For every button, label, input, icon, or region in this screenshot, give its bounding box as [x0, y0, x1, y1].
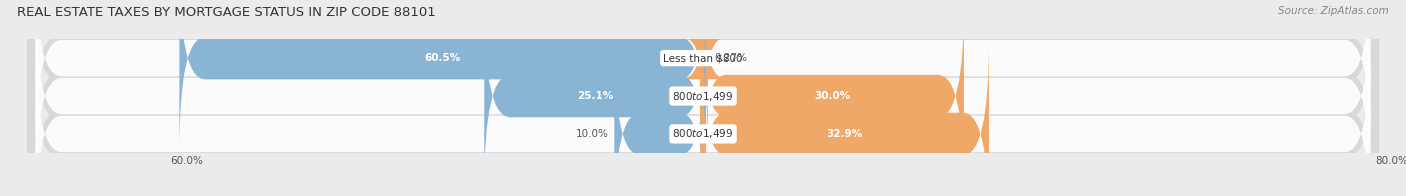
FancyBboxPatch shape: [180, 0, 706, 151]
FancyBboxPatch shape: [682, 0, 727, 151]
Text: $800 to $1,499: $800 to $1,499: [672, 90, 734, 103]
Text: 60.5%: 60.5%: [425, 53, 461, 63]
FancyBboxPatch shape: [614, 42, 706, 196]
Text: 10.0%: 10.0%: [575, 129, 609, 139]
Text: 0.27%: 0.27%: [714, 53, 747, 63]
Text: Less than $800: Less than $800: [664, 53, 742, 63]
Text: 30.0%: 30.0%: [814, 91, 851, 101]
FancyBboxPatch shape: [35, 0, 1371, 154]
FancyBboxPatch shape: [484, 4, 706, 189]
Text: $800 to $1,499: $800 to $1,499: [672, 127, 734, 140]
FancyBboxPatch shape: [35, 38, 1371, 196]
FancyBboxPatch shape: [27, 0, 1379, 196]
FancyBboxPatch shape: [700, 42, 988, 196]
FancyBboxPatch shape: [700, 4, 965, 189]
FancyBboxPatch shape: [27, 7, 1379, 196]
FancyBboxPatch shape: [35, 1, 1371, 191]
Text: 25.1%: 25.1%: [576, 91, 613, 101]
Text: Source: ZipAtlas.com: Source: ZipAtlas.com: [1278, 6, 1389, 16]
Text: REAL ESTATE TAXES BY MORTGAGE STATUS IN ZIP CODE 88101: REAL ESTATE TAXES BY MORTGAGE STATUS IN …: [17, 6, 436, 19]
FancyBboxPatch shape: [27, 0, 1379, 185]
Text: 32.9%: 32.9%: [827, 129, 863, 139]
